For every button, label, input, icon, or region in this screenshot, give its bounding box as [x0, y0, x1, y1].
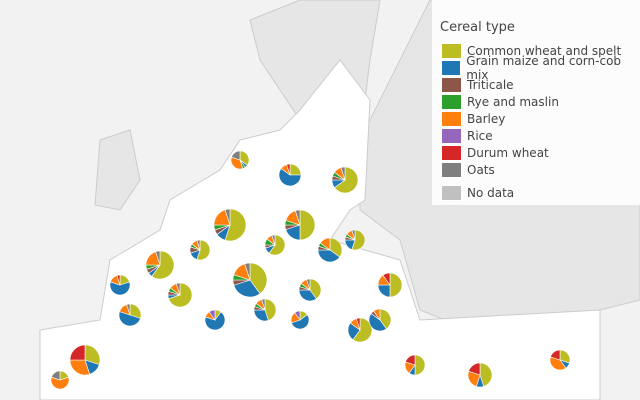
- pie-slice[interactable]: [151, 250, 175, 280]
- legend-item[interactable]: Triticale: [441, 76, 514, 93]
- legend-label: No data: [467, 185, 515, 200]
- pie-slice[interactable]: [355, 317, 361, 331]
- legend-item[interactable]: Durum wheat: [441, 144, 549, 161]
- pie-slice[interactable]: [69, 359, 91, 376]
- pie-slice[interactable]: [549, 356, 567, 371]
- pie-slice[interactable]: [278, 168, 302, 187]
- pie-slice[interactable]: [261, 298, 266, 311]
- legend-label: Grain maize and corn-cob mix: [466, 53, 622, 82]
- pie-layer: [50, 150, 571, 390]
- land-eu: [39, 59, 601, 400]
- pie-slice[interactable]: [196, 239, 201, 251]
- pie-slice[interactable]: [373, 308, 381, 321]
- legend-swatch: [441, 161, 462, 178]
- pie-slice[interactable]: [249, 262, 268, 295]
- pie-slice[interactable]: [550, 349, 561, 361]
- pie-slice[interactable]: [208, 309, 216, 321]
- legend-item[interactable]: Common wheat and spelt: [441, 42, 622, 59]
- pie-slice[interactable]: [126, 303, 131, 316]
- legend-item[interactable]: Grain maize and corn-cob mix: [441, 54, 640, 82]
- pie-slice[interactable]: [116, 274, 121, 286]
- pie-slice[interactable]: [306, 278, 311, 291]
- legend-item[interactable]: Rice: [441, 127, 493, 144]
- pie-slice[interactable]: [382, 272, 391, 286]
- legend-title: Cereal type: [440, 20, 515, 35]
- pie-slice[interactable]: [340, 166, 346, 181]
- pie-slice[interactable]: [291, 314, 310, 330]
- pie-slice[interactable]: [405, 354, 416, 366]
- pie-slice[interactable]: [351, 229, 356, 241]
- legend-swatch: [441, 110, 462, 127]
- pie-slice[interactable]: [50, 376, 70, 390]
- legend-label: Durum wheat: [467, 145, 549, 160]
- legend-swatch: [441, 93, 462, 110]
- pie-slice[interactable]: [334, 166, 359, 194]
- legend-label: Triticale: [467, 77, 514, 92]
- pie-slice[interactable]: [479, 362, 493, 387]
- legend-swatch: [441, 76, 462, 93]
- pie-slice[interactable]: [298, 289, 317, 302]
- pie-slice[interactable]: [51, 370, 61, 381]
- pie-slice[interactable]: [299, 209, 316, 241]
- pie-slice[interactable]: [294, 310, 301, 321]
- pie-slice[interactable]: [233, 279, 261, 298]
- pie-slice[interactable]: [319, 237, 331, 251]
- legend-item[interactable]: Barley: [441, 110, 506, 127]
- pie-slice[interactable]: [468, 362, 481, 376]
- pie-slice[interactable]: [84, 344, 101, 366]
- pie-slice[interactable]: [414, 354, 426, 376]
- pie-slice[interactable]: [271, 234, 276, 246]
- pie-slice[interactable]: [329, 237, 343, 258]
- pie-slice[interactable]: [389, 272, 403, 298]
- pie-slice[interactable]: [352, 317, 373, 343]
- legend-label: Common wheat and spelt: [467, 43, 622, 58]
- legend-label: Oats: [467, 162, 495, 177]
- legend: Cereal type Common wheat and spelt Grain …: [432, 0, 640, 205]
- legend-label: Barley: [467, 111, 506, 126]
- pie-slice[interactable]: [204, 311, 226, 331]
- pie-slice[interactable]: [317, 249, 341, 263]
- pie-slice[interactable]: [109, 281, 131, 296]
- land-outside: [94, 129, 141, 211]
- legend-swatch: [441, 184, 462, 201]
- pie-slice[interactable]: [155, 250, 161, 266]
- legend-swatch: [441, 59, 462, 76]
- pie-slice[interactable]: [118, 311, 141, 327]
- legend-item[interactable]: Rye and maslin: [441, 93, 559, 110]
- legend-item[interactable]: No data: [441, 184, 515, 201]
- pie-slice[interactable]: [268, 234, 286, 256]
- legend-swatch: [441, 42, 462, 59]
- legend-swatch: [441, 144, 462, 161]
- pie-slice[interactable]: [69, 344, 86, 361]
- pie-slice[interactable]: [175, 282, 181, 296]
- pie-slice[interactable]: [309, 278, 322, 300]
- legend-label: Rye and maslin: [467, 94, 559, 109]
- legend-label: Rice: [467, 128, 493, 143]
- pie-slice[interactable]: [264, 298, 277, 321]
- pie-slice[interactable]: [286, 163, 291, 176]
- pie-slice[interactable]: [244, 262, 251, 281]
- pie-slice[interactable]: [379, 308, 392, 330]
- pie-slice[interactable]: [368, 313, 387, 332]
- pie-slice[interactable]: [231, 150, 241, 161]
- pie-slice[interactable]: [224, 208, 231, 226]
- legend-item[interactable]: Oats: [441, 161, 495, 178]
- legend-swatch: [441, 127, 462, 144]
- pie-slice[interactable]: [294, 209, 301, 226]
